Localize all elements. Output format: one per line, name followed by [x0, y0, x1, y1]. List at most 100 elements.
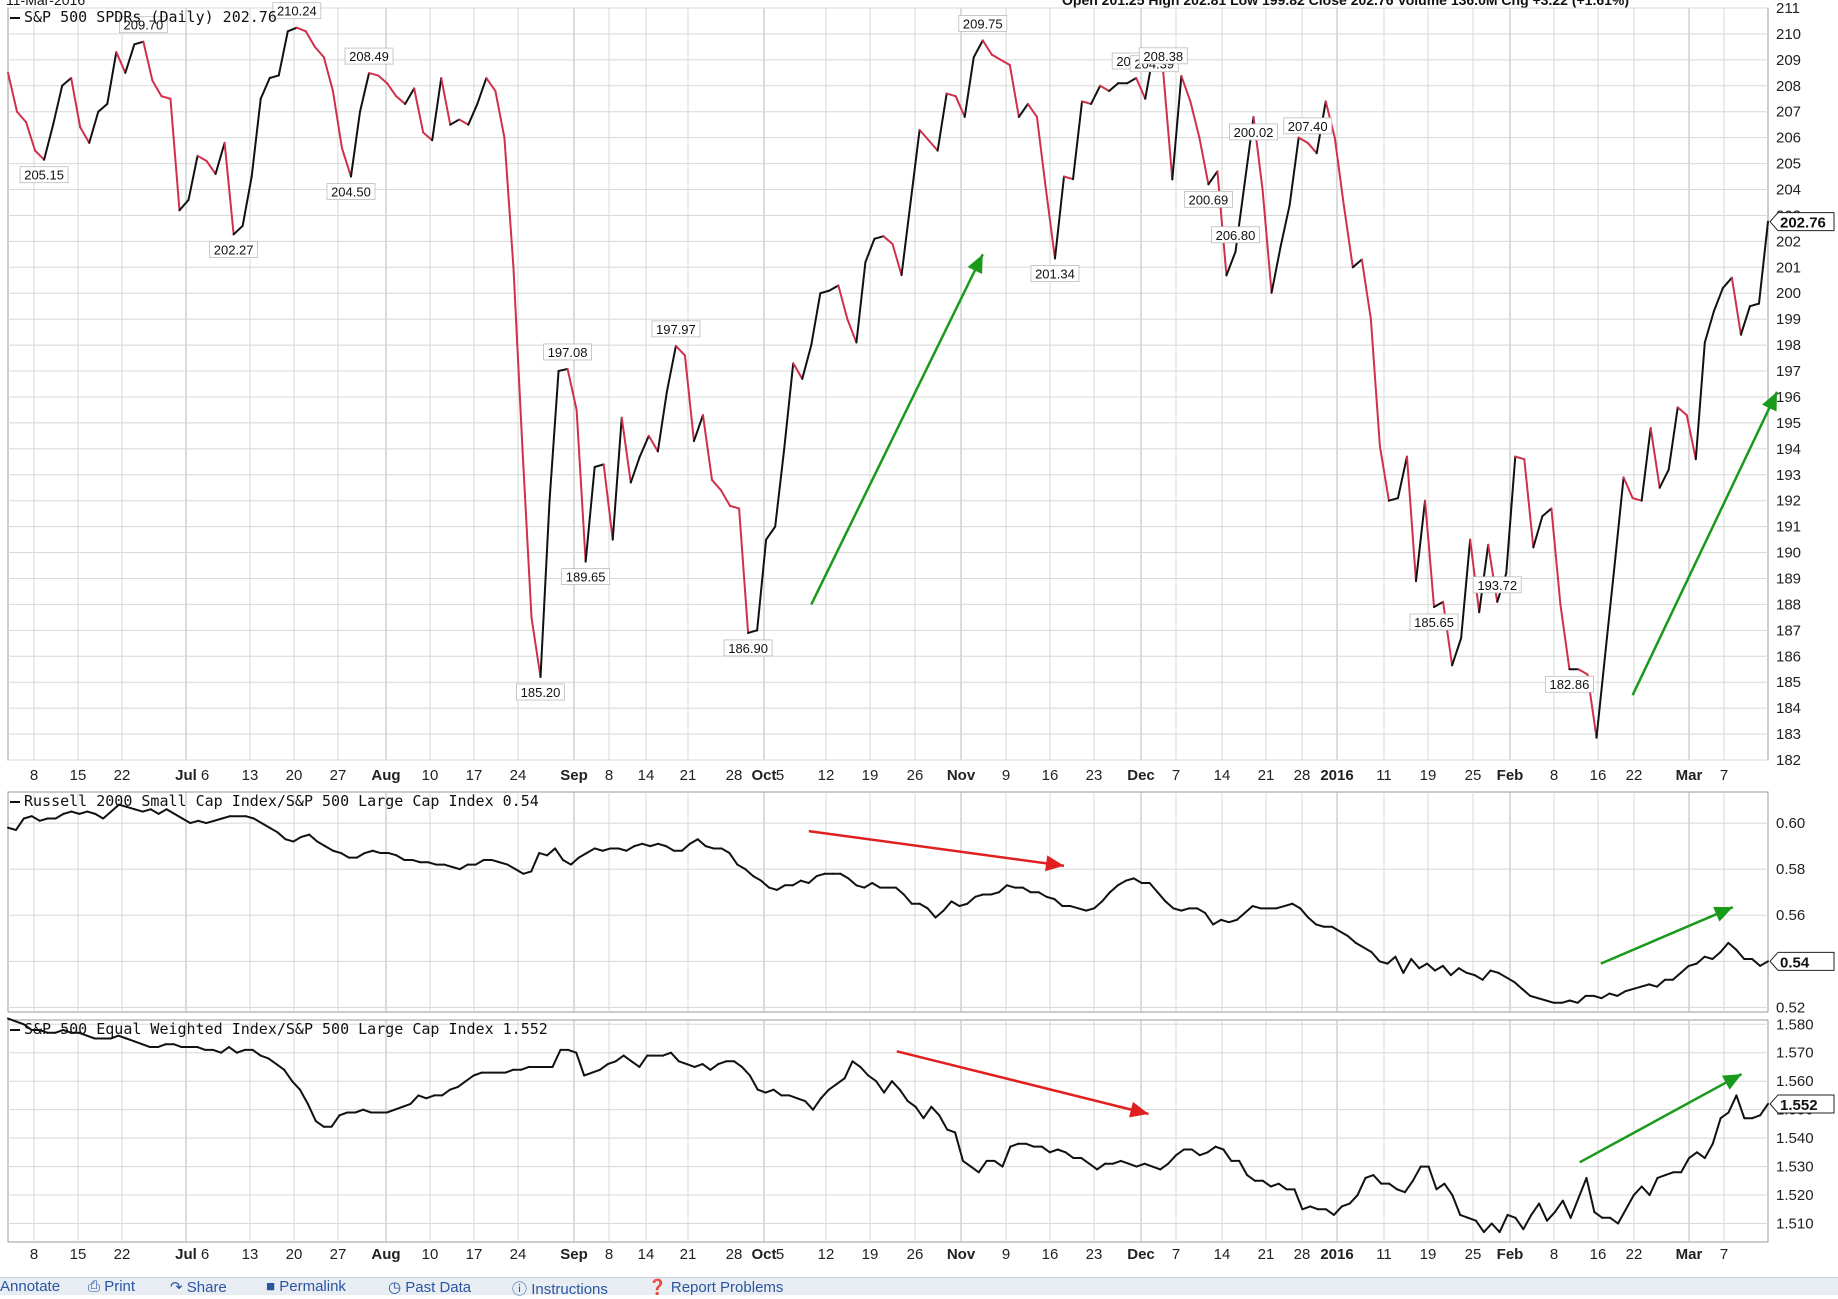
series-segment — [1576, 994, 1587, 1004]
series-segment — [1656, 978, 1666, 988]
series-segment — [692, 414, 704, 443]
info-icon: ⓘ — [512, 1281, 528, 1298]
series-segment — [1685, 414, 1697, 461]
price-label-box — [1472, 576, 1522, 594]
series-segment — [801, 344, 813, 380]
series-segment — [677, 1060, 688, 1066]
x-tick-label: 15 — [70, 1246, 87, 1263]
series-segment — [548, 370, 560, 502]
x-tick-label: 10 — [422, 1246, 439, 1263]
series-segment — [1411, 1165, 1422, 1182]
y-tick-label: 197 — [1776, 363, 1801, 380]
series-segment — [1577, 668, 1589, 676]
series-segment — [1600, 992, 1611, 1000]
series-segment — [1688, 1151, 1698, 1160]
series-segment — [593, 847, 604, 852]
past-data-button[interactable]: ◷ Past Data — [388, 1278, 471, 1296]
x-tick-label: 8 — [1550, 1246, 1558, 1263]
series-segment — [1064, 1151, 1075, 1160]
ohlc-summary: Open 201.25 High 202.81 Low 199.82 Close… — [1062, 0, 1630, 8]
series-segment — [1703, 310, 1715, 344]
series-segment — [914, 1105, 925, 1120]
x-tick-label: 27 — [330, 767, 347, 784]
x-tick-label: 5 — [776, 767, 784, 784]
series-segment — [409, 1094, 420, 1105]
series-segment — [1585, 1176, 1596, 1214]
share-button[interactable]: ↷ Share — [170, 1278, 227, 1296]
permalink-button[interactable]: ■ Permalink — [266, 1278, 346, 1295]
series-segment — [873, 235, 885, 240]
series-segment — [938, 1114, 949, 1131]
last-value-box — [1769, 212, 1835, 232]
y-tick-label: 207 — [1776, 104, 1801, 121]
series-segment — [440, 77, 452, 126]
x-tick-label: 28 — [1294, 1246, 1311, 1263]
series-segment — [494, 89, 506, 139]
series-segment — [94, 812, 105, 820]
y-tick-label: 182 — [1776, 752, 1801, 769]
y-tick-label: 211 — [1776, 0, 1800, 17]
price-label-box — [561, 568, 611, 586]
price-label: 185.65 — [1414, 615, 1454, 630]
series-segment — [62, 1028, 73, 1034]
series-segment — [827, 1083, 838, 1091]
series-segment — [1687, 962, 1698, 967]
price-label-box — [651, 320, 701, 338]
series-segment — [1135, 77, 1147, 100]
series-segment — [97, 102, 109, 113]
panel1-legend-dash — [10, 16, 20, 19]
series-segment — [875, 1080, 886, 1094]
series-segment — [1405, 455, 1417, 583]
series-segment — [133, 808, 144, 813]
series-segment — [1759, 960, 1769, 967]
series-segment — [1537, 997, 1548, 1002]
series-segment — [1459, 1213, 1470, 1219]
series-segment — [963, 56, 975, 118]
print-icon: ⎙ — [88, 1278, 101, 1295]
series-segment — [160, 95, 172, 100]
x-tick-label: 22 — [114, 767, 131, 784]
series-segment — [696, 838, 707, 848]
series-segment — [575, 1051, 586, 1077]
series-segment — [165, 808, 176, 815]
series-segment — [1469, 538, 1481, 614]
series-segment — [1063, 175, 1075, 181]
instructions-button[interactable]: ⓘ Instructions — [512, 1278, 608, 1299]
series-segment — [1538, 1202, 1549, 1222]
y-tick-label: 210 — [1776, 26, 1801, 43]
y-tick-label: 206 — [1776, 130, 1801, 147]
series-segment — [1735, 1094, 1746, 1120]
series-segment — [1148, 881, 1159, 894]
series-segment — [1261, 188, 1273, 294]
series-segment — [267, 1057, 278, 1066]
series-segment — [115, 51, 127, 74]
series-segment — [241, 175, 253, 227]
series-segment — [458, 863, 469, 871]
annotate-button[interactable]: Annotate — [0, 1278, 61, 1295]
series-segment — [1640, 983, 1651, 988]
y-tick-label: 205 — [1776, 156, 1801, 173]
print-button[interactable]: ⎙ Print — [88, 1278, 135, 1295]
series-segment — [1415, 499, 1427, 583]
x-tick-label: 20 — [286, 767, 303, 784]
series-segment — [22, 815, 33, 820]
series-segment — [1332, 1205, 1343, 1216]
panel2-title: Russell 2000 Small Cap Index/S&P 500 Lar… — [10, 792, 539, 810]
x-tick-label: 19 — [1420, 767, 1437, 784]
series-segment — [1595, 650, 1607, 739]
arrow-shaft — [896, 1050, 1149, 1116]
series-segment — [85, 1034, 96, 1040]
price-label: 204.50 — [331, 185, 371, 200]
series-segment — [1727, 1094, 1738, 1114]
series-segment — [385, 1108, 396, 1114]
series-segment — [1505, 455, 1517, 575]
series-segment — [1180, 907, 1191, 912]
series-segment — [22, 1023, 33, 1031]
series-segment — [867, 1074, 878, 1083]
series-segment — [625, 845, 636, 852]
series-segment — [1008, 64, 1020, 118]
report-problems-button[interactable]: ❓ Report Problems — [648, 1278, 783, 1296]
series-segment — [567, 1048, 578, 1054]
series-segment — [1451, 1194, 1462, 1216]
y-tick-label: 1.580 — [1776, 1016, 1814, 1033]
